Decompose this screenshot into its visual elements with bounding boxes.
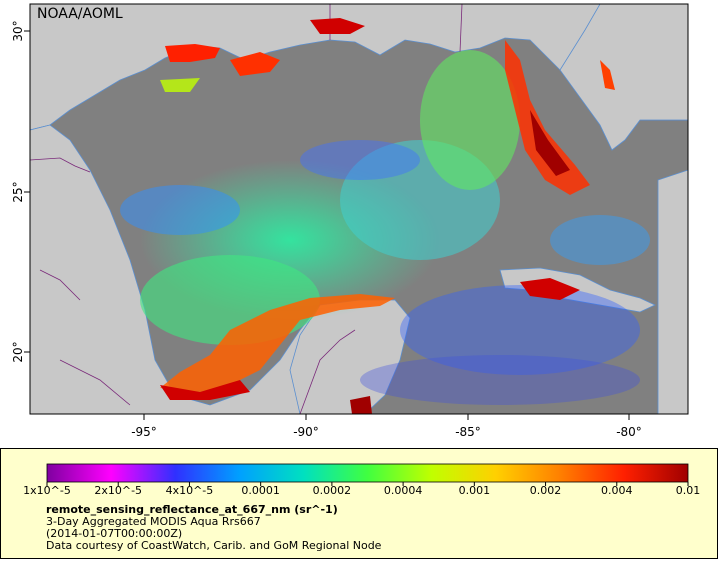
colorbar-tick-label: 1x10^-5 [23, 484, 71, 497]
legend-time: (2014-01-07T00:00:00Z) [46, 527, 183, 540]
high-reflectance-band [230, 52, 280, 76]
colorbar-tick-label: 0.0001 [241, 484, 280, 497]
legend-courtesy: Data courtesy of CoastWatch, Carib. and … [46, 539, 382, 552]
lat-tick-label: 20° [11, 341, 25, 362]
border-line [299, 329, 356, 415]
lon-tick-label: -80° [616, 425, 642, 439]
colorbar-tick-label: 4x10^-5 [165, 484, 214, 497]
high-reflectance-band [350, 396, 372, 414]
lon-tick-label: -90° [293, 425, 319, 439]
data-region [120, 185, 240, 235]
colorbar-tick-label: 0.01 [675, 484, 701, 497]
florida-land [559, 3, 689, 151]
reflectance-data-layer [120, 18, 650, 414]
data-region [400, 285, 640, 375]
colorbar-fill [46, 463, 689, 483]
colorbar-tick-label: 0.002 [529, 484, 562, 497]
high-reflectance-band [600, 60, 615, 90]
map-border [29, 3, 689, 415]
credit-label: NOAA/AOML [37, 6, 123, 22]
colorbar-tick-label: 0.0004 [383, 484, 423, 497]
high-reflectance-band [160, 380, 250, 400]
high-reflectance-band [310, 18, 365, 34]
border-line [59, 359, 131, 406]
lat-tick-label: 25° [11, 181, 25, 202]
colorbar-tick-label: 0.004 [601, 484, 633, 497]
colorbar-tick-label: 0.001 [458, 484, 491, 497]
colorbar-tick-label: 2x10^-5 [94, 484, 143, 497]
high-reflectance-band [160, 78, 200, 92]
lon-tick-label: -95° [131, 425, 157, 439]
data-region [360, 355, 640, 405]
lat-tick-label: 30° [11, 20, 25, 41]
data-region [550, 215, 650, 265]
lat-axis: 30° 25° 20° [11, 20, 30, 363]
high-reflectance-band [520, 278, 580, 300]
colorbar-ticks [46, 482, 689, 486]
high-reflectance-band [165, 44, 220, 62]
high-reflectance-band [530, 110, 570, 176]
data-region [300, 140, 420, 180]
lon-axis: -95° -90° -85° -80° [131, 414, 642, 439]
high-reflectance-band [160, 294, 395, 392]
data-region [420, 50, 520, 190]
bahamas-land [657, 169, 689, 415]
border-line [39, 269, 81, 301]
colorbar [46, 463, 689, 486]
legend-product: 3-Day Aggregated MODIS Aqua Rrs667 [46, 515, 261, 528]
colorbar-tick-label: 0.0002 [312, 484, 352, 497]
legend-variable: remote_sensing_reflectance_at_667_nm (sr… [46, 503, 338, 516]
lon-tick-label: -85° [455, 425, 481, 439]
land-layer [29, 3, 689, 415]
border-line [459, 3, 463, 53]
border-line [29, 157, 91, 173]
